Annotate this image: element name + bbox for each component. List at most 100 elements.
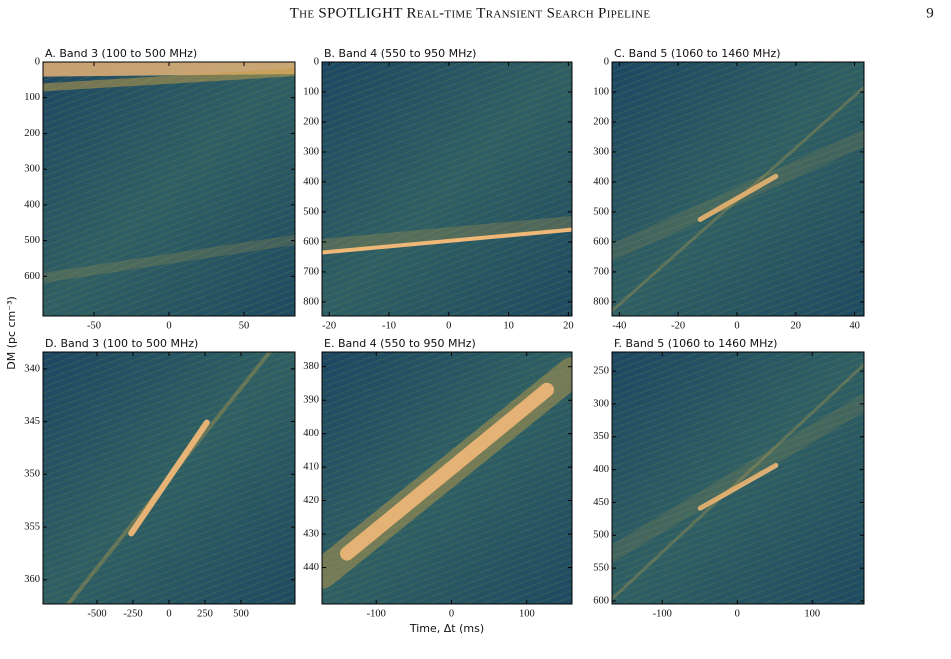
panel-title: B. Band 4 (550 to 950 MHz) xyxy=(324,47,476,60)
y-tick-label: 600 xyxy=(593,595,609,606)
y-tick-label: 400 xyxy=(303,176,319,187)
y-tick-label: 300 xyxy=(593,398,609,409)
y-tick-label: 400 xyxy=(593,464,609,475)
y-tick-label: 420 xyxy=(303,495,319,506)
panel: E. Band 4 (550 to 950 MHz) -100 0 100 380 390… xyxy=(303,337,573,635)
y-tick-label: 500 xyxy=(593,206,609,217)
streaks xyxy=(43,62,295,283)
y-tick-label: 450 xyxy=(593,497,609,508)
y-tick-label: 250 xyxy=(593,365,609,376)
y-tick-label: 100 xyxy=(593,86,609,97)
y-tick-label: 410 xyxy=(303,462,319,473)
y-tick-label: 300 xyxy=(24,164,40,175)
y-tick-label: 500 xyxy=(593,530,609,541)
signal-streak xyxy=(322,227,572,255)
y-tick-label: 380 xyxy=(303,361,319,372)
y-tick-label: 430 xyxy=(303,528,319,539)
x-tick-label: 0 xyxy=(734,320,739,331)
y-tick-label: 550 xyxy=(593,563,609,574)
x-tick-label: 100 xyxy=(519,608,535,619)
frame xyxy=(321,351,573,605)
y-tick-label: 100 xyxy=(24,92,40,103)
x-tick-label: 40 xyxy=(849,320,860,331)
y-tick-label: 0 xyxy=(314,56,319,67)
signal-streak xyxy=(612,394,864,562)
x-tick-label: 20 xyxy=(563,320,574,331)
x-tick-label: 0 xyxy=(166,608,171,619)
streaks xyxy=(66,352,272,604)
x-tick-label: -10 xyxy=(382,320,396,331)
x-tick-label: 250 xyxy=(197,608,213,619)
heatmap-texture xyxy=(322,62,572,316)
y-tick-label: 600 xyxy=(593,236,609,247)
x-tick-label: 100 xyxy=(804,608,820,619)
signal-streak xyxy=(322,216,572,251)
x-tick-label: -500 xyxy=(87,608,106,619)
y-tick-label: 340 xyxy=(24,363,40,374)
streaks xyxy=(612,85,864,313)
signal-streak xyxy=(612,130,864,261)
y-tick-label: 0 xyxy=(35,56,40,67)
y-tick-label: 800 xyxy=(593,296,609,307)
y-tick-label: 350 xyxy=(24,469,40,480)
panel-title: D. Band 3 (100 to 500 MHz) xyxy=(45,337,198,350)
x-tick-label: 500 xyxy=(233,608,249,619)
x-tick-label: -50 xyxy=(87,320,101,331)
y-tick-label: 500 xyxy=(24,235,40,246)
y-tick-label: 600 xyxy=(303,236,319,247)
frame xyxy=(611,351,865,605)
frame xyxy=(611,61,865,317)
x-tick-label: 50 xyxy=(239,320,250,331)
y-tick-label: 345 xyxy=(24,416,40,427)
panel-title: E. Band 4 (550 to 950 MHz) xyxy=(324,337,476,350)
x-axis-label: Time, Δt (ms) xyxy=(409,622,484,635)
heatmap-texture xyxy=(43,62,295,316)
signal-streak xyxy=(43,68,295,92)
panel-title: C. Band 5 (1060 to 1460 MHz) xyxy=(614,47,781,60)
y-tick-label: 100 xyxy=(303,86,319,97)
running-header: The SPOTLIGHT Real-time Transient Search… xyxy=(290,5,651,21)
signal-streak xyxy=(340,382,554,561)
y-tick-label: 360 xyxy=(24,574,40,585)
x-tick-label: -250 xyxy=(123,608,142,619)
y-tick-label: 440 xyxy=(303,562,319,573)
y-tick-label: 400 xyxy=(303,428,319,439)
y-tick-label: 200 xyxy=(593,116,609,127)
y-tick-label: 200 xyxy=(24,128,40,139)
y-tick-label: 800 xyxy=(303,296,319,307)
signal-streak xyxy=(43,234,295,283)
x-tick-label: 0 xyxy=(449,608,454,619)
y-tick-label: 300 xyxy=(593,146,609,157)
signal-streak xyxy=(612,363,864,601)
y-tick-label: 700 xyxy=(303,266,319,277)
heatmap-texture xyxy=(612,62,864,316)
streaks xyxy=(322,357,572,589)
y-tick-label: 390 xyxy=(303,395,319,406)
signal-streak xyxy=(697,173,779,222)
x-tick-label: -100 xyxy=(653,608,672,619)
y-tick-label: 600 xyxy=(24,271,40,282)
panel: D. Band 3 (100 to 500 MHz) -500 -250 0 250 50… xyxy=(24,337,296,619)
x-tick-label: 10 xyxy=(503,320,514,331)
y-tick-label: 400 xyxy=(593,176,609,187)
y-tick-label: 350 xyxy=(593,431,609,442)
panel-title: F. Band 5 (1060 to 1460 MHz) xyxy=(614,337,777,350)
panel-title: A. Band 3 (100 to 500 MHz) xyxy=(45,47,197,60)
y-tick-label: 500 xyxy=(303,206,319,217)
y-tick-label: 400 xyxy=(24,199,40,210)
x-tick-label: -100 xyxy=(367,608,386,619)
streaks xyxy=(322,216,572,255)
page-number: 9 xyxy=(926,5,934,21)
x-tick-label: 0 xyxy=(166,320,171,331)
signal-streak xyxy=(128,419,210,537)
signal-streak xyxy=(43,62,295,77)
y-tick-label: 200 xyxy=(303,116,319,127)
x-tick-label: 0 xyxy=(446,320,451,331)
y-tick-label: 300 xyxy=(303,146,319,157)
panel: F. Band 5 (1060 to 1460 MHz) -100 0 100 250 3… xyxy=(593,337,865,619)
y-tick-label: 0 xyxy=(604,56,609,67)
panel: A. Band 3 (100 to 500 MHz)-50 0 5001002003… xyxy=(24,47,296,331)
y-tick-label: 355 xyxy=(24,521,40,532)
heatmap-texture xyxy=(612,352,864,604)
